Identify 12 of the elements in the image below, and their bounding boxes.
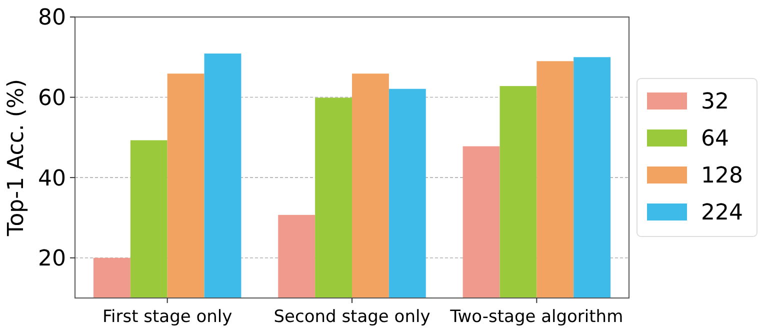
y-axis-title: Top-1 Acc. (%)	[4, 79, 29, 237]
legend-label: 224	[701, 200, 743, 226]
x-tick-label: Two-stage algorithm	[449, 307, 624, 327]
x-tick-label: Second stage only	[274, 307, 430, 327]
legend-label: 128	[701, 164, 743, 189]
y-tick-label: 40	[38, 166, 66, 192]
x-tick-label: First stage only	[102, 307, 232, 327]
legend-label: 64	[701, 126, 729, 152]
y-tick-label: 80	[38, 6, 66, 31]
y-tick-label: 60	[38, 86, 66, 111]
y-tick-label: 20	[38, 246, 66, 272]
legend-label: 32	[701, 90, 729, 115]
